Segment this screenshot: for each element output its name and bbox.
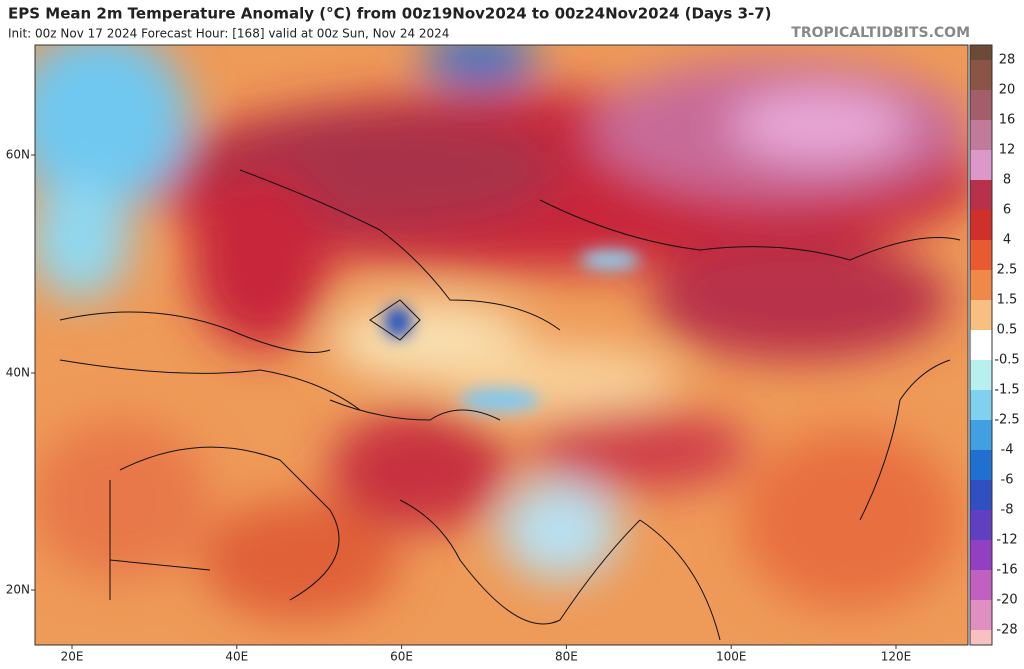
- lon-label: 80E: [555, 650, 578, 664]
- watermark: TROPICALTIDBITS.COM: [791, 25, 970, 41]
- colorbar-swatch: [970, 420, 992, 450]
- colorbar-swatch: [970, 600, 992, 630]
- colorbar-label: 8: [1003, 173, 1011, 188]
- colorbar-label: -1.5: [994, 383, 1019, 398]
- colorbar-frame: [969, 44, 993, 646]
- colorbar-label: 12: [999, 143, 1016, 158]
- colorbar-label: 28: [999, 53, 1016, 68]
- colorbar-swatch: [970, 210, 992, 240]
- colorbar-label: -2.5: [994, 413, 1019, 428]
- lat-label: 60N: [6, 148, 30, 162]
- colorbar-label: 16: [999, 113, 1016, 128]
- map-frame: [34, 44, 969, 646]
- lon-label: 60E: [390, 650, 413, 664]
- colorbar-label: -12: [996, 533, 1017, 548]
- colorbar-label: -0.5: [994, 353, 1019, 368]
- colorbar-swatch: [970, 270, 992, 300]
- subtitle: Init: 00z Nov 17 2024 Forecast Hour: [16…: [8, 27, 449, 41]
- colorbar-swatch: [970, 390, 992, 420]
- lon-label: 20E: [61, 650, 84, 664]
- colorbar-swatch: [970, 90, 992, 120]
- colorbar-swatch: [970, 180, 992, 210]
- colorbar-label: -28: [996, 623, 1017, 638]
- lon-label: 120E: [881, 650, 912, 664]
- colorbar-swatch: [970, 480, 992, 510]
- colorbar-label: -20: [996, 593, 1017, 608]
- colorbar-label: 2.5: [997, 263, 1018, 278]
- map: [35, 45, 968, 645]
- lon-label: 100E: [716, 650, 747, 664]
- lat-label: 20N: [6, 583, 30, 597]
- colorbar-label: -4: [1001, 443, 1014, 458]
- colorbar-swatch: [970, 630, 992, 645]
- colorbar-swatch: [970, 240, 992, 270]
- lon-label: 40E: [225, 650, 248, 664]
- colorbar-label: 0.5: [997, 323, 1018, 338]
- title: EPS Mean 2m Temperature Anomaly (°C) fro…: [8, 5, 772, 23]
- colorbar-label: -6: [1001, 473, 1014, 488]
- colorbar-swatch: [970, 450, 992, 480]
- colorbar-label: -8: [1001, 503, 1014, 518]
- colorbar-swatch: [970, 60, 992, 90]
- colorbar-label: 20: [999, 83, 1016, 98]
- colorbar-swatch: [970, 150, 992, 180]
- colorbar-swatch: [970, 120, 992, 150]
- colorbar-swatch: [970, 570, 992, 600]
- colorbar-label: 1.5: [997, 293, 1018, 308]
- colorbar-swatch: [970, 510, 992, 540]
- lat-label: 40N: [6, 366, 30, 380]
- colorbar-swatch: [970, 540, 992, 570]
- colorbar-swatch: [970, 300, 992, 330]
- colorbar-label: 4: [1003, 233, 1011, 248]
- colorbar-swatch: [970, 45, 992, 60]
- colorbar-swatch: [970, 330, 992, 360]
- colorbar-label: 6: [1003, 203, 1011, 218]
- colorbar-swatch: [970, 360, 992, 390]
- colorbar-label: -16: [996, 563, 1017, 578]
